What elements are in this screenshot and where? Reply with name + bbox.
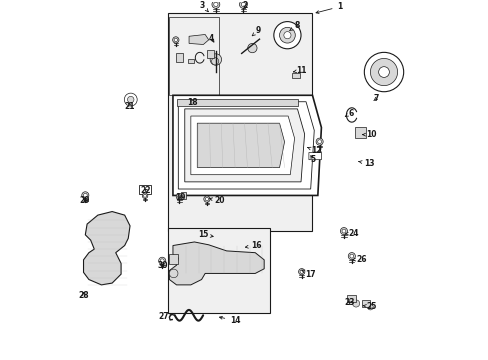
Text: 5: 5 — [310, 155, 315, 164]
Polygon shape — [139, 185, 151, 194]
Circle shape — [341, 229, 345, 233]
Circle shape — [159, 257, 165, 264]
Text: 12: 12 — [307, 146, 321, 155]
Text: 21: 21 — [124, 102, 135, 111]
Circle shape — [279, 27, 295, 43]
Circle shape — [83, 193, 87, 197]
Bar — [346, 295, 356, 302]
Circle shape — [160, 259, 164, 263]
Circle shape — [247, 44, 257, 53]
Circle shape — [315, 138, 323, 145]
Circle shape — [174, 38, 177, 42]
Text: 22: 22 — [141, 186, 151, 195]
Bar — [188, 59, 193, 63]
Text: 4: 4 — [208, 33, 214, 42]
Circle shape — [352, 300, 359, 307]
Polygon shape — [189, 35, 208, 45]
Circle shape — [213, 2, 218, 6]
Circle shape — [367, 304, 372, 310]
Bar — [169, 17, 219, 95]
Text: 27: 27 — [159, 312, 172, 321]
Circle shape — [127, 96, 134, 103]
Text: 10: 10 — [362, 130, 376, 139]
Text: 16: 16 — [245, 241, 262, 250]
Text: 15: 15 — [198, 230, 213, 239]
Circle shape — [347, 253, 355, 260]
Polygon shape — [355, 127, 366, 138]
Text: 30: 30 — [158, 261, 168, 270]
Text: 25: 25 — [363, 302, 376, 311]
Circle shape — [143, 194, 146, 197]
Circle shape — [81, 192, 89, 199]
Circle shape — [241, 2, 245, 6]
Bar — [181, 192, 186, 199]
Text: 9: 9 — [252, 26, 260, 36]
Polygon shape — [184, 109, 304, 182]
Bar — [167, 13, 312, 231]
Circle shape — [349, 254, 353, 258]
Bar — [362, 300, 369, 307]
Circle shape — [239, 0, 247, 8]
Circle shape — [298, 269, 304, 275]
Bar — [207, 50, 213, 58]
Text: 28: 28 — [78, 291, 89, 300]
Circle shape — [364, 52, 403, 92]
Text: 24: 24 — [345, 229, 358, 238]
Circle shape — [317, 140, 321, 144]
Circle shape — [124, 93, 137, 106]
Circle shape — [169, 269, 178, 278]
Bar — [292, 73, 300, 78]
Text: 13: 13 — [358, 159, 374, 168]
Text: 14: 14 — [219, 316, 240, 325]
Bar — [167, 228, 269, 314]
Circle shape — [283, 32, 290, 39]
Text: 1: 1 — [315, 2, 342, 13]
Polygon shape — [83, 212, 130, 285]
Text: 6: 6 — [345, 109, 353, 118]
Text: 20: 20 — [209, 196, 224, 205]
Circle shape — [177, 195, 181, 198]
Circle shape — [300, 270, 303, 274]
Text: 17: 17 — [301, 270, 315, 279]
Circle shape — [211, 0, 220, 8]
Polygon shape — [197, 123, 284, 167]
Circle shape — [378, 67, 388, 77]
Circle shape — [203, 196, 210, 202]
Bar — [169, 254, 178, 265]
Circle shape — [172, 37, 179, 43]
Circle shape — [210, 54, 221, 65]
Text: 2: 2 — [243, 1, 247, 10]
Circle shape — [369, 58, 397, 86]
Polygon shape — [173, 95, 321, 195]
Text: 19: 19 — [174, 193, 185, 202]
Circle shape — [340, 228, 347, 235]
Text: 18: 18 — [187, 98, 198, 107]
Bar — [176, 53, 183, 62]
Polygon shape — [308, 152, 321, 160]
Polygon shape — [169, 242, 264, 285]
Circle shape — [211, 58, 218, 65]
Circle shape — [176, 193, 182, 200]
Text: 26: 26 — [352, 255, 366, 264]
Text: 29: 29 — [79, 196, 90, 205]
Polygon shape — [176, 99, 298, 106]
Text: 7: 7 — [372, 94, 378, 103]
Circle shape — [273, 22, 301, 49]
Text: 3: 3 — [200, 1, 208, 12]
Circle shape — [205, 197, 208, 201]
Circle shape — [142, 193, 147, 198]
Polygon shape — [190, 116, 294, 175]
Text: 11: 11 — [293, 66, 306, 75]
Text: 8: 8 — [289, 21, 299, 31]
Text: 23: 23 — [344, 298, 354, 307]
